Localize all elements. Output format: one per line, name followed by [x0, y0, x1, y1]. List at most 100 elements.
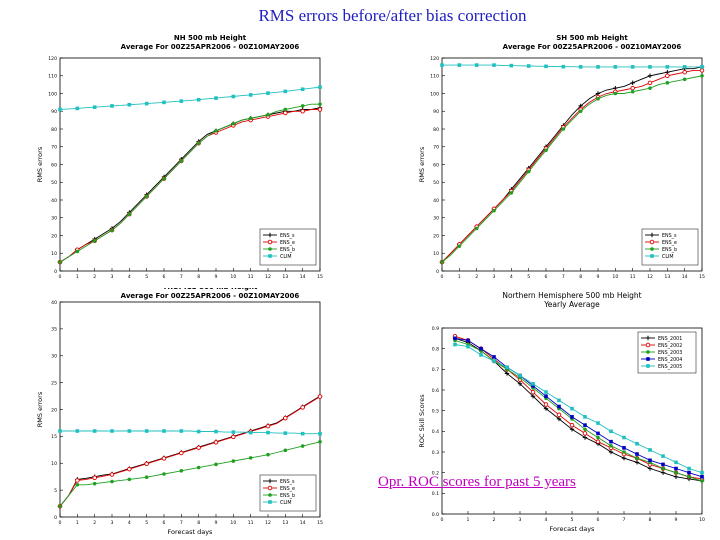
x-tick-label: 4: [510, 274, 513, 280]
data-point: [231, 94, 236, 99]
series-clim: [58, 85, 322, 112]
data-point: [283, 431, 288, 435]
y-tick-label: 90: [51, 109, 57, 115]
y-tick-label: 20: [51, 233, 57, 239]
data-point: [162, 100, 166, 105]
data-point: [110, 104, 114, 108]
series-line: [59, 107, 321, 263]
data-point: [557, 398, 561, 403]
data-point: [630, 65, 635, 69]
x-tick-label: 8: [197, 520, 200, 526]
x-tick-label: 5: [145, 520, 148, 526]
data-point: [144, 475, 149, 480]
x-tick-label: 6: [597, 517, 600, 523]
data-point: [283, 89, 288, 94]
y-tick-label: 60: [51, 162, 57, 168]
x-tick-label: 2: [493, 517, 496, 523]
data-point: [127, 477, 132, 482]
x-tick-label: 8: [197, 274, 200, 280]
series-line: [59, 86, 321, 110]
data-point: [109, 472, 115, 477]
legend-label: CLIM: [280, 254, 292, 260]
data-point: [179, 450, 184, 456]
data-point: [570, 415, 574, 419]
data-point: [453, 336, 457, 341]
series-line: [441, 69, 702, 263]
legend-marker: [267, 239, 273, 245]
x-tick-label: 15: [317, 274, 323, 280]
data-point: [127, 429, 132, 433]
data-point: [75, 482, 80, 487]
data-point: [92, 475, 97, 481]
x-tick-label: 9: [215, 274, 218, 280]
y-tick-label: 110: [430, 74, 439, 80]
y-tick-label: 10: [433, 251, 439, 257]
data-point: [144, 101, 149, 106]
y-axis-label: RMS errors: [418, 146, 426, 182]
data-point: [700, 475, 704, 479]
legend-label: ENS_b: [280, 493, 295, 499]
data-point: [75, 249, 80, 254]
data-point: [660, 470, 666, 475]
data-point: [570, 406, 574, 411]
x-tick-label: 14: [682, 274, 688, 280]
data-point: [110, 228, 114, 232]
data-point: [509, 191, 514, 195]
x-tick-label: 6: [163, 274, 166, 280]
data-point: [578, 109, 583, 114]
data-point: [544, 390, 548, 394]
y-tick-label: 0.3: [432, 450, 439, 456]
data-point: [58, 107, 62, 112]
legend-label: ENS_2001: [658, 336, 682, 342]
data-point: [682, 69, 687, 75]
data-point: [700, 65, 704, 69]
data-point: [92, 105, 97, 109]
data-point: [92, 429, 97, 433]
data-point: [179, 429, 184, 433]
x-tick-label: 7: [180, 274, 183, 280]
series-line: [60, 430, 320, 435]
x-tick-label: 9: [597, 274, 600, 280]
x-tick-label: 14: [300, 520, 306, 526]
y-tick-label: 70: [51, 145, 57, 151]
series-ens-b: [58, 102, 322, 264]
chart-title: TROPICS 500 mb Height: [163, 288, 258, 291]
data-point: [266, 430, 270, 435]
data-point: [75, 429, 80, 433]
data-point: [674, 466, 678, 471]
legend-marker: [646, 357, 650, 361]
data-point: [582, 431, 588, 436]
data-point: [248, 93, 253, 97]
data-point: [700, 470, 704, 475]
legend-marker: [268, 254, 272, 258]
chart-title: NH 500 mb Height: [174, 34, 247, 42]
y-tick-label: 25: [51, 380, 57, 386]
y-tick-label: 100: [430, 91, 439, 97]
series-line: [59, 103, 320, 263]
data-point: [609, 444, 613, 448]
y-tick-label: 0.2: [432, 470, 439, 476]
data-point: [517, 381, 523, 386]
data-point: [622, 450, 626, 454]
chart-title: Northern Hemisphere 500 mb Height: [502, 291, 641, 300]
data-point: [231, 459, 236, 463]
data-point: [661, 454, 665, 458]
data-point: [75, 106, 80, 111]
data-point: [300, 405, 305, 410]
data-point: [687, 470, 691, 475]
data-point: [266, 113, 270, 117]
data-point: [283, 415, 288, 421]
data-point: [162, 472, 166, 476]
data-point: [687, 466, 691, 471]
data-point: [531, 384, 535, 388]
data-point: [110, 479, 114, 484]
data-point: [492, 208, 496, 213]
series-line: [59, 441, 321, 507]
x-tick-label: 0: [59, 274, 62, 280]
data-point: [596, 65, 600, 69]
x-tick-label: 1: [458, 274, 461, 280]
legend-label: CLIM: [662, 254, 674, 260]
y-tick-label: 110: [48, 74, 57, 80]
legend-marker: [649, 239, 655, 245]
data-point: [196, 465, 201, 470]
